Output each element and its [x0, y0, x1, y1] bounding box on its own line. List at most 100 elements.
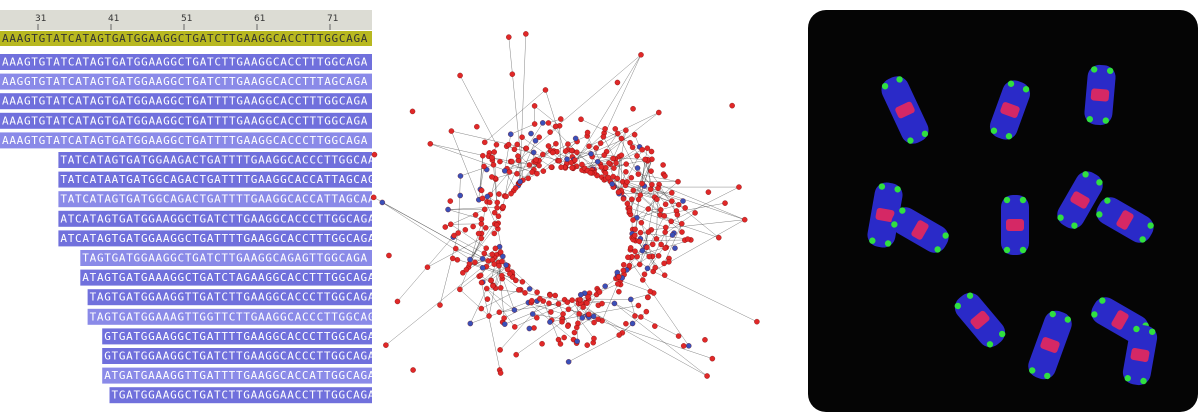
node	[559, 319, 565, 325]
centromere	[1090, 88, 1110, 102]
node	[602, 126, 608, 132]
telomere	[896, 76, 903, 83]
node	[625, 254, 631, 261]
node	[716, 234, 722, 241]
node	[616, 288, 622, 295]
node	[547, 292, 553, 298]
node	[523, 31, 529, 37]
read-bar	[0, 112, 372, 129]
node	[496, 309, 503, 315]
read-bar	[102, 348, 372, 364]
edge	[629, 142, 660, 185]
centromere	[1040, 337, 1060, 353]
chromosome	[1122, 324, 1158, 386]
node	[437, 302, 443, 308]
edge	[660, 202, 726, 216]
node	[654, 196, 660, 203]
ruler-label: 61	[254, 14, 265, 24]
node	[472, 259, 478, 266]
edge	[634, 217, 638, 236]
node	[479, 255, 486, 262]
node	[623, 161, 629, 167]
edge	[588, 316, 713, 359]
node	[613, 160, 619, 166]
read-text: ATGATGAAAGGTTGATTTTGAAGGCACCATTGGCAGA	[104, 369, 375, 382]
node	[588, 151, 594, 157]
node	[371, 151, 378, 158]
node	[675, 178, 681, 185]
node	[481, 139, 488, 146]
node	[448, 128, 455, 134]
node	[537, 295, 543, 302]
node	[536, 134, 542, 140]
telomere	[891, 221, 898, 228]
node	[564, 299, 571, 305]
node	[547, 129, 553, 135]
node	[478, 187, 485, 194]
node	[478, 216, 485, 222]
node	[523, 145, 530, 152]
ruler-label: 71	[327, 14, 338, 24]
node	[553, 140, 559, 147]
node	[512, 185, 519, 191]
node	[634, 165, 641, 171]
node	[511, 307, 518, 313]
edge	[382, 202, 476, 263]
node	[585, 293, 591, 300]
node	[618, 152, 625, 159]
edge	[481, 282, 501, 374]
node	[574, 338, 580, 345]
node	[529, 297, 535, 304]
edge	[614, 303, 708, 377]
node	[557, 341, 564, 347]
node	[489, 154, 495, 161]
node	[478, 235, 485, 242]
chromosome	[1057, 171, 1103, 229]
node	[656, 109, 662, 116]
telomere	[1106, 67, 1114, 74]
telomere	[1029, 367, 1036, 374]
node	[630, 106, 636, 112]
node	[564, 156, 570, 162]
node	[558, 116, 564, 122]
node	[611, 165, 617, 171]
read-bar	[109, 387, 372, 404]
node	[486, 199, 493, 206]
edge	[459, 289, 490, 317]
node	[692, 210, 698, 216]
node	[626, 262, 633, 269]
node	[629, 196, 635, 202]
chromosome	[1096, 197, 1154, 243]
node	[529, 169, 535, 175]
node	[494, 222, 500, 228]
node	[658, 241, 664, 248]
node	[624, 200, 631, 207]
edge	[484, 89, 546, 143]
telomere	[921, 130, 929, 138]
node	[491, 149, 497, 155]
chromosome	[954, 292, 1006, 348]
node	[470, 223, 476, 230]
edge	[511, 161, 540, 166]
node	[635, 302, 642, 309]
node	[587, 169, 594, 176]
node	[486, 313, 492, 319]
node	[445, 206, 451, 213]
read-bar	[0, 93, 372, 110]
centromere	[911, 220, 929, 240]
node	[574, 149, 580, 156]
edge	[486, 288, 515, 311]
node	[629, 144, 636, 151]
node	[629, 320, 636, 327]
node	[427, 141, 434, 147]
telomere	[1139, 236, 1146, 243]
node	[534, 289, 540, 295]
node	[647, 186, 654, 192]
node	[532, 137, 539, 144]
edge	[486, 288, 515, 328]
telomere	[998, 330, 1006, 338]
node	[491, 230, 498, 237]
telomere	[934, 246, 941, 253]
node	[641, 271, 648, 278]
node	[614, 79, 621, 86]
